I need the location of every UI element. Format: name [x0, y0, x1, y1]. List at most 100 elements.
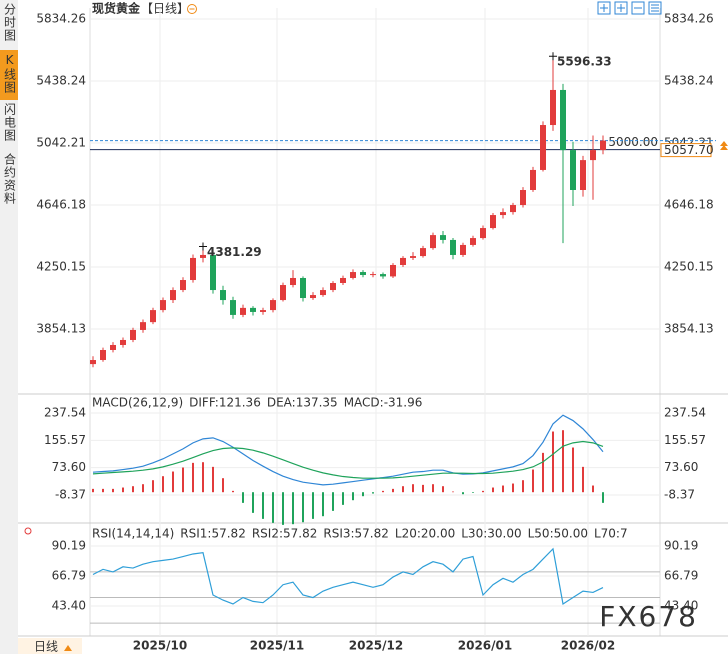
tool-icon[interactable]	[597, 1, 611, 15]
y-tick-label: 66.79	[664, 569, 698, 583]
candle-body	[590, 150, 596, 161]
y-tick-label: 3854.13	[664, 322, 714, 336]
macd-bar	[422, 484, 424, 493]
candle-body	[410, 256, 416, 258]
y-tick-label: 90.19	[52, 539, 86, 553]
indicator-line	[92, 547, 604, 605]
sidebar-tab[interactable]: 分时图	[3, 3, 17, 42]
macd-bar	[222, 478, 224, 493]
y-tick-label: 5042.21	[36, 135, 86, 149]
macd-bar	[242, 492, 244, 503]
candle-body	[100, 349, 106, 361]
high-marker	[549, 52, 557, 61]
candle-body	[480, 228, 486, 239]
macd-bar	[522, 480, 524, 493]
candle-body	[290, 277, 296, 286]
price-arrow	[720, 141, 728, 150]
legend-entry: MACD:-31.96	[344, 396, 423, 410]
legend-entry: DIFF:121.36	[189, 396, 261, 410]
candle-body	[470, 238, 476, 245]
macd-bar	[102, 488, 104, 493]
period-button[interactable]: 日线	[34, 640, 58, 654]
legend-entry: RSI2:57.82	[252, 527, 318, 541]
candle-body	[450, 239, 456, 255]
candle-body	[320, 290, 326, 296]
candle-body	[180, 280, 186, 291]
settings-icon[interactable]	[24, 527, 32, 535]
macd-bar	[182, 467, 184, 493]
candle-body	[490, 215, 496, 229]
tool-icon[interactable]	[631, 1, 645, 15]
y-tick-label: 90.19	[664, 539, 698, 553]
candle-body	[510, 205, 516, 213]
macd-bar	[602, 492, 604, 503]
x-tick-label: 2025/10	[133, 639, 187, 653]
y-tick-label: 237.54	[664, 406, 706, 420]
sidebar-tab[interactable]: 合约资料	[3, 152, 17, 205]
candle-body	[270, 300, 276, 311]
candle-body	[160, 300, 166, 311]
y-tick-label: -8.37	[664, 487, 695, 501]
watermark: FX678	[599, 600, 698, 633]
tool-icon[interactable]	[648, 1, 662, 15]
macd-bar	[482, 490, 484, 493]
chart-title: 现货黄金	[92, 1, 141, 16]
candle-body	[600, 140, 606, 151]
macd-bar	[502, 485, 504, 493]
macd-bar	[382, 490, 384, 493]
candle-body	[340, 277, 346, 283]
candle-body	[370, 274, 376, 276]
x-tick-label: 2025/11	[250, 639, 304, 653]
legend-entry: L50:50.00	[528, 527, 588, 541]
legend-entry: RSI1:57.82	[180, 527, 246, 541]
sidebar	[0, 0, 18, 654]
y-tick-label: 73.60	[664, 460, 698, 474]
candle-body	[90, 360, 96, 365]
macd-bar	[392, 488, 394, 493]
candle-body	[440, 235, 446, 240]
tool-icon[interactable]	[614, 1, 628, 15]
candle-body	[260, 310, 266, 312]
macd-bar	[402, 486, 404, 493]
candle-body	[280, 285, 286, 301]
candle-body	[150, 310, 156, 323]
macd-bar	[192, 462, 194, 493]
macd-bar	[332, 492, 334, 511]
macd-bar	[322, 492, 324, 517]
zoom-out-icon[interactable]	[187, 4, 197, 14]
macd-bar	[142, 484, 144, 493]
period-label: 【日线】	[141, 2, 189, 16]
y-tick-label: 155.57	[664, 433, 706, 447]
legend-entry: L20:20.00	[395, 527, 455, 541]
candle-body	[350, 272, 356, 278]
candle-body	[530, 169, 536, 190]
macd-bar	[552, 431, 554, 493]
tool-glyph	[600, 4, 659, 12]
candle-body	[240, 307, 246, 315]
period-button-arrow	[64, 645, 72, 651]
legend-entry: RSI(14,14,14)	[92, 527, 174, 541]
candle-body	[390, 264, 396, 277]
candle-body	[360, 272, 366, 276]
macd-bar	[312, 492, 314, 519]
candle-body	[380, 274, 386, 277]
annotation: 5596.33	[557, 55, 612, 69]
y-tick-label: 3854.13	[36, 322, 86, 336]
macd-bar	[412, 484, 414, 493]
candle-body	[190, 257, 196, 281]
macd-bar	[152, 480, 154, 493]
candle-body	[170, 290, 176, 301]
active-tab-bg	[0, 50, 18, 100]
macd-bar	[452, 491, 454, 493]
macd-bar	[542, 452, 544, 493]
sidebar-tab[interactable]: K线图	[3, 53, 17, 94]
last-price-label: 5057.70	[664, 143, 714, 157]
legend-entry: MACD(26,12,9)	[92, 396, 183, 410]
candle-body	[540, 125, 546, 170]
macd-bar	[472, 492, 474, 493]
candle-body	[250, 307, 256, 312]
toolbar	[597, 1, 662, 15]
sidebar-tab[interactable]: 闪电图	[3, 103, 17, 142]
